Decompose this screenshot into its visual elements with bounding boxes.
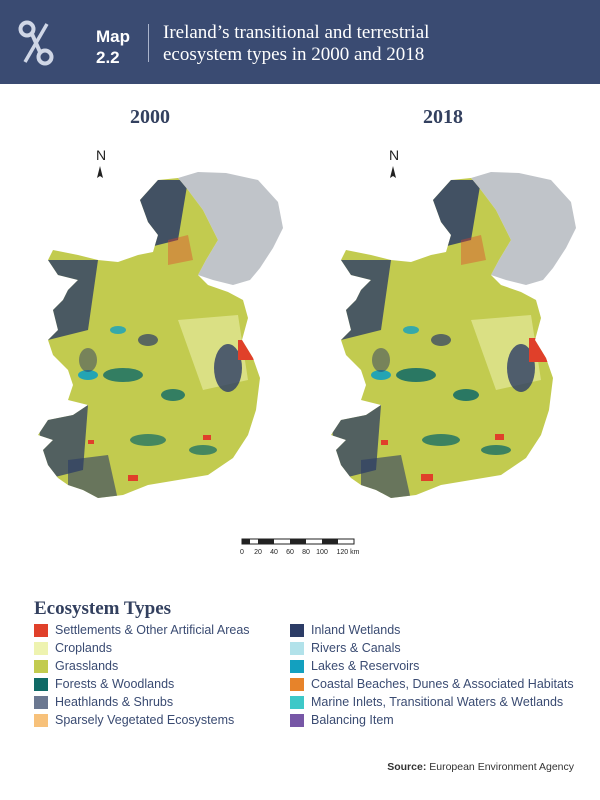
legend-left-column: Settlements & Other Artificial Areas Cro… [34, 621, 250, 729]
legend-item: Heathlands & Shrubs [34, 693, 250, 711]
legend-item: Inland Wetlands [290, 621, 574, 639]
legend-swatch [34, 677, 48, 691]
scale-tick: 20 [254, 549, 262, 556]
legend-right-column: Inland Wetlands Rivers & Canals Lakes & … [290, 621, 574, 729]
north-arrow-icon [97, 166, 103, 178]
north-arrow-label: N [96, 147, 106, 163]
northern-ireland-region [471, 172, 576, 285]
legend-swatch [34, 695, 48, 709]
legend-item: Lakes & Reservoirs [290, 657, 574, 675]
scale-tick: 40 [270, 549, 278, 556]
legend-item: Rivers & Canals [290, 639, 574, 657]
legend-swatch [34, 659, 48, 673]
legend-item: Coastal Beaches, Dunes & Associated Habi… [290, 675, 574, 693]
legend-swatch [290, 659, 304, 673]
legend-item: Marine Inlets, Transitional Waters & Wet… [290, 693, 574, 711]
legend-title: Ecosystem Types [34, 598, 172, 619]
map-number: Map 2.2 [96, 27, 130, 67]
header-banner: Map 2.2 Ireland’s transitional and terre… [0, 0, 600, 84]
legend-swatch [290, 623, 304, 637]
legend-item: Sparsely Vegetated Ecosystems [34, 711, 250, 729]
northern-ireland-region [178, 172, 283, 285]
map-logo-icon [18, 20, 54, 66]
legend-item: Forests & Woodlands [34, 675, 250, 693]
legend-item: Balancing Item [290, 711, 574, 729]
map-2000: N [38, 147, 283, 498]
legend-swatch [34, 641, 48, 655]
legend-swatch [34, 623, 48, 637]
legend-swatch [290, 713, 304, 727]
legend-swatch [290, 695, 304, 709]
legend-swatch [34, 713, 48, 727]
legend-swatch [290, 677, 304, 691]
legend-item: Settlements & Other Artificial Areas [34, 621, 250, 639]
north-arrow-icon [390, 166, 396, 178]
map-2018: N [331, 147, 576, 498]
scale-tick: 100 [316, 549, 328, 556]
page-title: Ireland’s transitional and terrestrial e… [163, 22, 430, 65]
source-note: Source: European Environment Agency [387, 761, 574, 773]
scale-tick: 0 [240, 549, 244, 556]
legend-swatch [290, 641, 304, 655]
year-label-2000: 2000 [130, 106, 170, 128]
legend-item: Grasslands [34, 657, 250, 675]
north-arrow-label: N [389, 147, 399, 163]
header-divider [148, 24, 149, 62]
year-label-2018: 2018 [423, 106, 463, 128]
scale-tick: 120 km [337, 549, 360, 556]
legend-item: Croplands [34, 639, 250, 657]
scale-bar: 0 20 40 60 80 100 120 km [240, 538, 360, 556]
scale-tick: 80 [302, 549, 310, 556]
scale-tick: 60 [286, 549, 294, 556]
